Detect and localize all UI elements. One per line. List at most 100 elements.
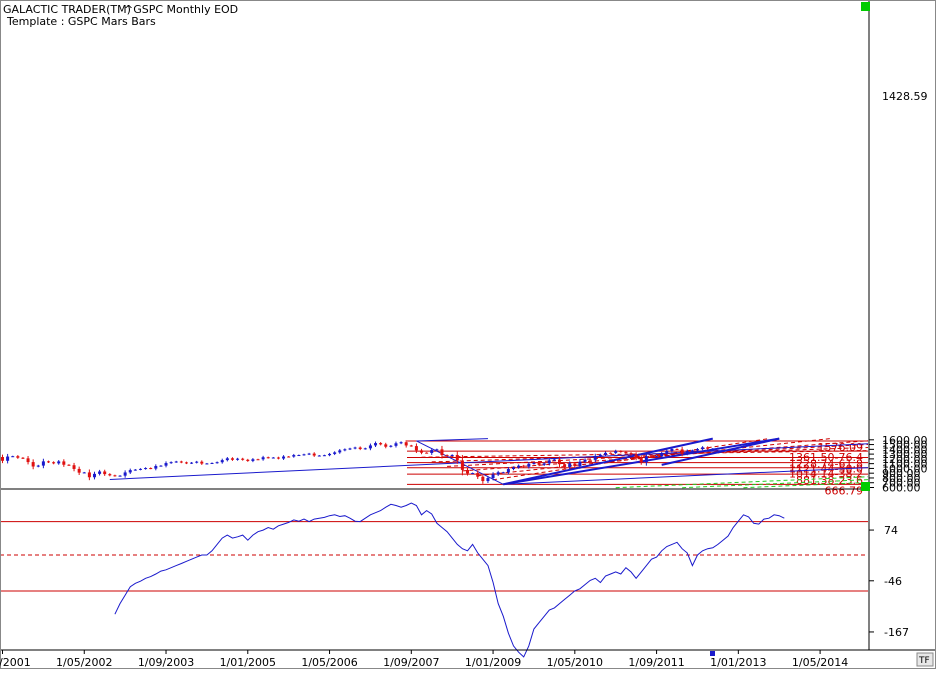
candle-body — [77, 468, 81, 473]
candle — [563, 462, 567, 469]
candle — [184, 461, 188, 465]
candle-body — [624, 451, 628, 454]
price-axis-label: 900.00 — [882, 467, 921, 480]
candle — [598, 453, 602, 458]
candle-body — [144, 468, 148, 470]
candle — [568, 461, 572, 470]
price-axis-label: 1600.00 — [882, 434, 928, 447]
candle — [200, 460, 204, 465]
candle-body — [568, 463, 572, 467]
candle — [557, 456, 561, 468]
candle-body — [414, 446, 418, 451]
candle-body — [128, 470, 132, 473]
candle — [164, 461, 168, 468]
candle-body — [287, 456, 291, 458]
candle — [649, 455, 653, 458]
candle-body — [82, 472, 86, 474]
candle-body — [435, 449, 439, 451]
time-axis-label: 1/01/2009 — [465, 656, 521, 669]
candle-body — [113, 475, 117, 477]
candle — [603, 451, 607, 457]
candle-body — [675, 448, 679, 450]
time-marker[interactable] — [710, 651, 715, 656]
trend-line — [503, 467, 869, 485]
candle-body — [302, 454, 306, 456]
price-axis-label: 1000.00 — [882, 462, 928, 475]
candle — [328, 452, 332, 457]
candle — [634, 452, 638, 461]
candle — [435, 448, 439, 451]
time-axis-label: 1/09/2003 — [138, 656, 194, 669]
candle — [343, 448, 347, 452]
candle — [624, 451, 628, 455]
candle — [333, 451, 337, 456]
candle — [87, 469, 91, 481]
candle — [711, 448, 715, 450]
candle-body — [72, 465, 76, 469]
app-title: GALACTIC TRADER(TM) — [3, 3, 131, 16]
candle-body — [26, 458, 30, 463]
time-axis-label: 1/01/2005 — [220, 656, 276, 669]
candle-body — [588, 459, 592, 461]
candle-body — [466, 469, 470, 474]
candle — [287, 456, 291, 458]
candle-body — [307, 453, 311, 455]
price-axis-label: 800.00 — [882, 472, 921, 485]
candle-body — [343, 449, 347, 451]
candle — [266, 456, 270, 459]
candle-body — [409, 445, 413, 447]
candle-body — [98, 471, 102, 474]
candle-body — [440, 449, 444, 456]
red-channel-line — [462, 440, 869, 472]
candle-body — [256, 459, 260, 461]
candle — [363, 447, 367, 450]
candle — [236, 457, 240, 461]
candle — [573, 461, 577, 468]
time-axis-label: 1/09/2007 — [383, 656, 439, 669]
candle — [394, 441, 398, 448]
candle — [190, 461, 194, 464]
candle — [159, 465, 163, 467]
red-channel-line — [492, 438, 770, 481]
candle-body — [460, 460, 464, 470]
candle — [276, 456, 280, 460]
panel-marker-green-top[interactable] — [861, 2, 870, 11]
price-axis-label: 600.00 — [882, 482, 921, 495]
candle-body — [52, 462, 56, 464]
candle — [21, 457, 25, 459]
panel-marker-green-bottom[interactable] — [861, 482, 870, 491]
tf-button-label: TF — [918, 656, 930, 666]
oscillator-axis-label: -46 — [884, 575, 902, 588]
candle-body — [379, 443, 383, 445]
candle — [496, 470, 500, 476]
candle — [67, 464, 71, 466]
candle — [690, 449, 694, 452]
candle-body — [317, 455, 321, 457]
candle-body — [225, 458, 229, 461]
candle-body — [496, 472, 500, 475]
candle — [512, 466, 515, 471]
candle-body — [200, 461, 204, 464]
candle — [593, 453, 597, 463]
candle — [670, 447, 674, 453]
candle — [108, 473, 112, 477]
time-axis-label: 1/05/2010 — [547, 656, 603, 669]
candle-body — [552, 459, 556, 461]
candle-body — [706, 447, 710, 449]
candle — [655, 455, 659, 458]
tf-button[interactable]: TF — [916, 652, 934, 667]
candle-body — [6, 456, 10, 461]
price-axis-label: 1400.00 — [882, 443, 928, 456]
candle-body — [154, 466, 158, 469]
candle-body — [629, 453, 633, 455]
candle — [26, 456, 30, 465]
candle-body — [210, 462, 214, 464]
price-axis-label: 1500.00 — [882, 439, 928, 452]
candle-body — [16, 456, 20, 458]
candle-body — [138, 468, 142, 470]
candle-body — [609, 452, 613, 454]
candle-body — [583, 459, 587, 462]
candle-body — [394, 443, 398, 446]
